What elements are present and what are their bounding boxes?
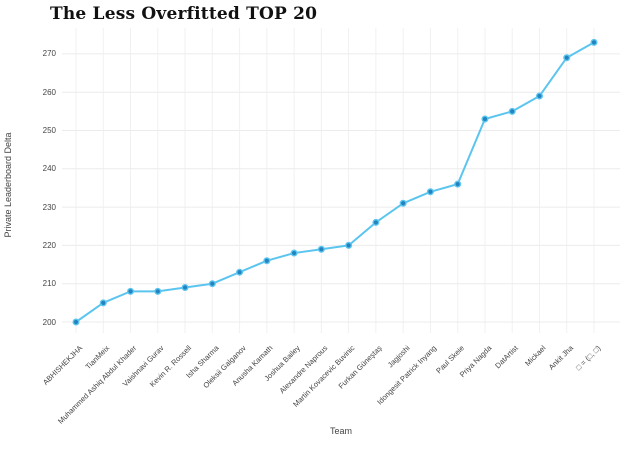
y-axis-tick-label: 260 xyxy=(42,87,56,97)
data-point-marker[interactable] xyxy=(345,241,353,249)
y-axis-tick-label: 210 xyxy=(42,279,56,289)
data-point-marker[interactable] xyxy=(454,180,462,188)
data-point-marker[interactable] xyxy=(154,287,162,295)
y-axis-tick-label: 230 xyxy=(42,202,56,212)
y-axis-tick-label: 250 xyxy=(42,126,56,135)
data-point-marker[interactable] xyxy=(208,280,216,288)
data-point-marker[interactable] xyxy=(181,284,189,292)
data-point-marker[interactable] xyxy=(535,92,543,100)
data-point-marker[interactable] xyxy=(290,249,298,257)
x-axis-title: Team xyxy=(329,426,352,436)
data-point-marker[interactable] xyxy=(426,188,434,196)
y-axis-tick-label: 240 xyxy=(42,164,56,174)
data-point-marker[interactable] xyxy=(508,107,516,115)
data-point-marker[interactable] xyxy=(263,257,271,265)
data-point-marker[interactable] xyxy=(590,38,598,46)
y-axis-tick-label: 200 xyxy=(42,317,56,327)
y-axis-tick-label: 220 xyxy=(42,240,56,250)
data-point-marker[interactable] xyxy=(127,287,135,295)
y-axis-title: Private Leaderboard Delta xyxy=(3,132,13,238)
data-point-marker[interactable] xyxy=(72,318,80,326)
chart-title: The Less Overfitted TOP 20 xyxy=(50,4,318,24)
data-line-series xyxy=(75,41,595,323)
data-point-marker[interactable] xyxy=(99,299,107,307)
x-axis-tick-label: □ = (□, □) xyxy=(467,337,603,373)
data-point-marker[interactable] xyxy=(236,268,244,276)
data-point-marker[interactable] xyxy=(481,115,489,123)
y-axis-tick-label: 270 xyxy=(42,49,56,59)
data-point-marker[interactable] xyxy=(317,245,325,253)
data-point-marker[interactable] xyxy=(563,54,571,62)
data-point-marker[interactable] xyxy=(372,218,380,226)
data-point-marker[interactable] xyxy=(399,199,407,207)
